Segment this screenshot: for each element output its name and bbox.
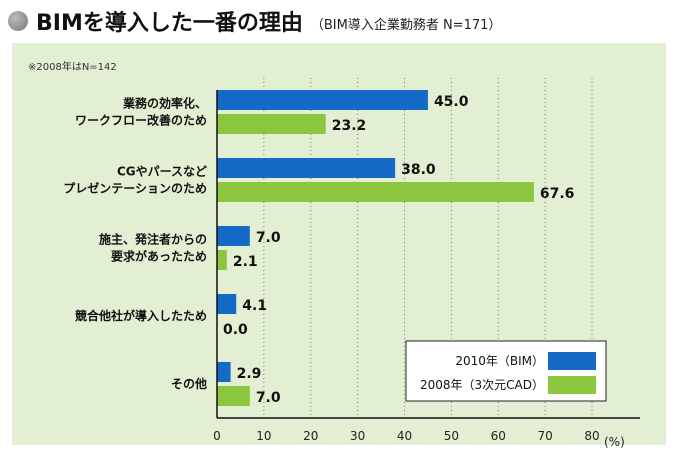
data-label: 7.0 (256, 230, 281, 246)
bar-2008 (217, 250, 227, 270)
x-tick-label: 80 (584, 429, 599, 443)
legend-swatch (548, 376, 596, 394)
category-label: プレゼンテーションのため (63, 181, 207, 196)
data-label: 7.0 (256, 390, 281, 406)
category-label: その他 (171, 376, 207, 391)
bar-2010 (217, 158, 396, 178)
data-label: 38.0 (401, 162, 436, 178)
x-tick-label: 10 (256, 429, 271, 443)
legend-swatch (548, 352, 596, 370)
legend-label: 2010年（BIM） (455, 354, 544, 368)
chart-title: BIMを導入した一番の理由 (36, 11, 303, 36)
x-tick-label: 50 (444, 429, 459, 443)
chart-title-block: BIMを導入した一番の理由 （BIM導入企業勤務者 N=171） (8, 6, 501, 36)
x-tick-label: 40 (397, 429, 412, 443)
x-tick-label: 70 (537, 429, 552, 443)
data-label: 67.6 (540, 186, 575, 202)
legend-label: 2008年（3次元CAD） (420, 378, 544, 392)
x-unit-label: (%) (604, 435, 625, 449)
legend-box (405, 340, 607, 402)
x-tick-label: 60 (491, 429, 506, 443)
data-label: 4.1 (242, 298, 267, 314)
category-label: 競合他社が導入したため (75, 308, 207, 323)
bar-2008 (217, 182, 534, 202)
data-label: 23.2 (332, 118, 367, 134)
bar-2010 (217, 362, 231, 382)
category-label: 要求があったため (111, 249, 207, 264)
x-tick-label: 0 (213, 429, 221, 443)
category-label: CGやパースなど (117, 165, 207, 179)
x-tick-label: 30 (350, 429, 365, 443)
data-label: 0.0 (223, 322, 248, 338)
data-label: 2.1 (233, 254, 258, 270)
bar-2010 (217, 226, 250, 246)
chart-subtitle: （BIM導入企業勤務者 N=171） (310, 17, 502, 33)
bullet-icon (8, 11, 28, 31)
category-label: ワークフロー改善のため (75, 113, 207, 128)
bar-2008 (217, 386, 250, 406)
x-tick-label: 20 (303, 429, 318, 443)
bar-2010 (217, 294, 237, 314)
data-label: 45.0 (434, 94, 469, 110)
bar-2010 (217, 90, 428, 110)
data-label: 2.9 (237, 366, 262, 382)
category-label: 業務の効率化、 (122, 96, 207, 111)
category-label: 施主、発注者からの (99, 232, 207, 247)
bar-2008 (217, 114, 326, 134)
chart-note: ※2008年はN=142 (28, 62, 117, 73)
